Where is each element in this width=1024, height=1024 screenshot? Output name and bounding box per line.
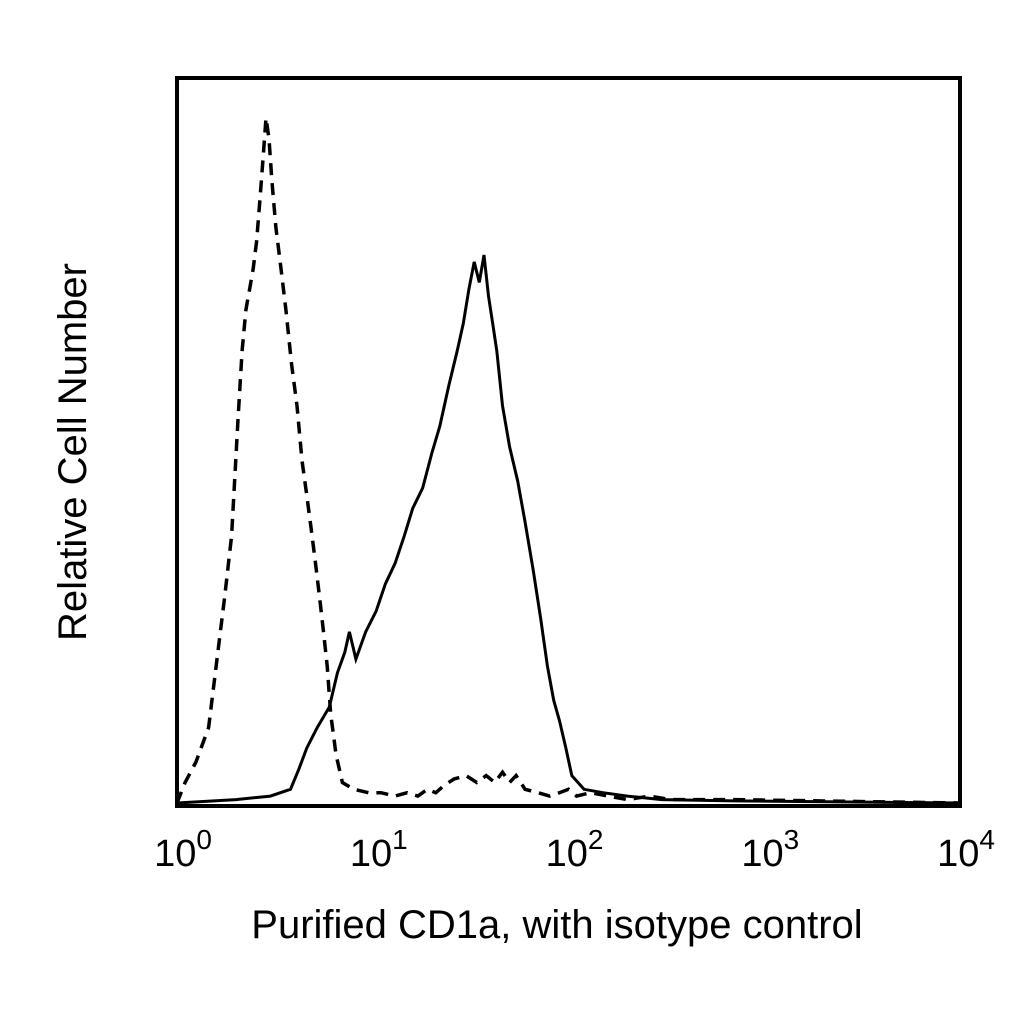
x-tick-base: 10 (350, 833, 392, 875)
x-tick-base: 10 (741, 833, 783, 875)
x-axis-label: Purified CD1a, with isotype control (251, 903, 862, 947)
x-tick-base: 10 (937, 833, 979, 875)
x-tick-exponent: 3 (784, 824, 800, 855)
x-tick-label: 100 (154, 824, 212, 875)
x-tick-exponent: 4 (979, 824, 995, 855)
x-tick-label: 104 (937, 824, 995, 875)
cd1a-histogram-line (176, 254, 961, 805)
x-tick-label: 102 (546, 824, 604, 875)
y-axis-label: Relative Cell Number (51, 263, 95, 641)
x-tick-exponent: 2 (588, 824, 604, 855)
x-tick-base: 10 (154, 833, 196, 875)
x-tick-label: 101 (350, 824, 408, 875)
x-tick-exponent: 1 (392, 824, 408, 855)
x-tick-label: 103 (741, 824, 799, 875)
x-tick-base: 10 (546, 833, 588, 875)
x-tick-layer: 100 101 102 103 104 (154, 824, 995, 875)
series-layer (175, 117, 961, 805)
plot-frame (175, 76, 962, 808)
x-tick-exponent: 0 (196, 824, 212, 855)
isotype-control-histogram-line (175, 117, 961, 805)
